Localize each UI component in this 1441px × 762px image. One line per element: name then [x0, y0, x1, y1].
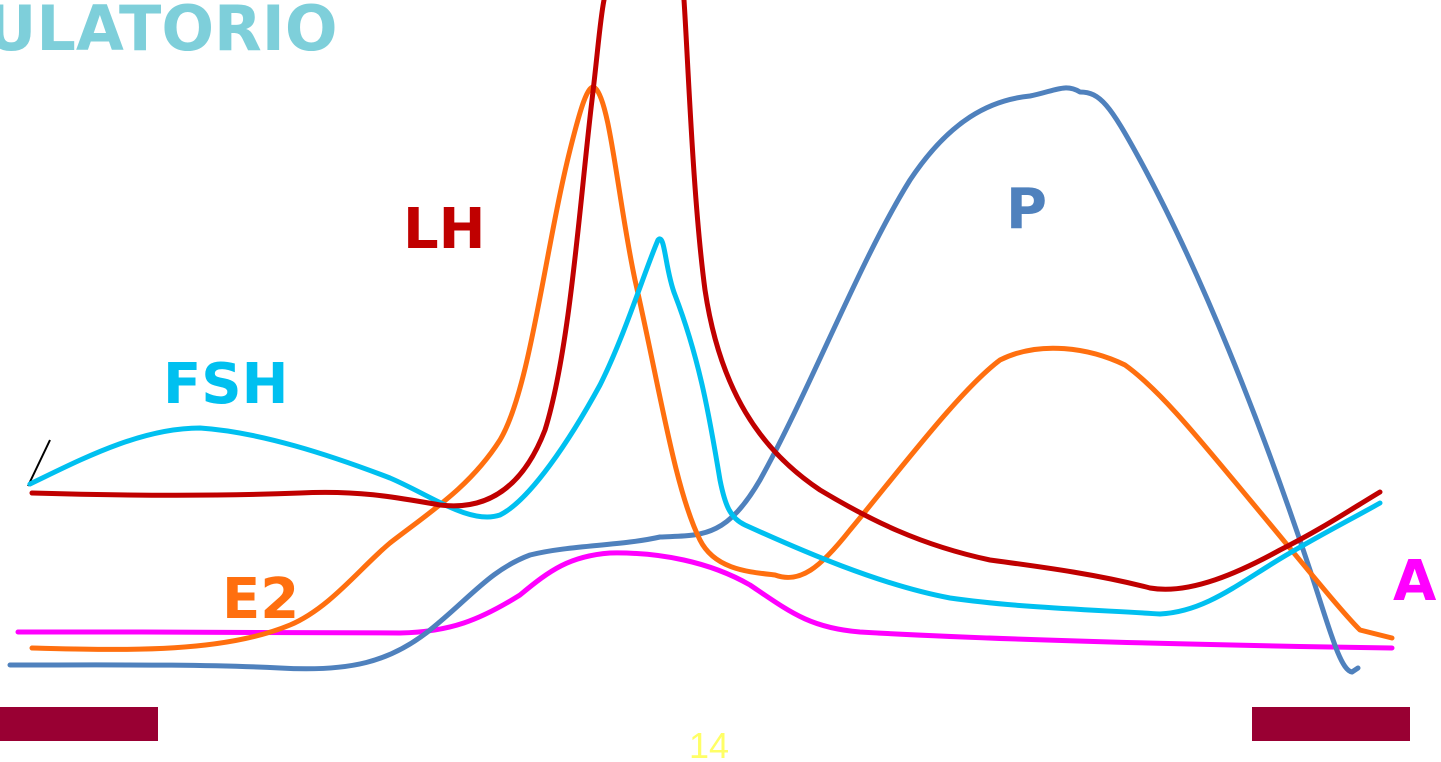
curve-lh [29, 0, 607, 509]
page-number: 14 [689, 725, 729, 762]
footer-bar-right [1252, 707, 1410, 741]
slide-title: ULATORIO [0, 0, 338, 65]
label-a: A [1393, 549, 1437, 614]
label-fsh: FSH [163, 352, 288, 417]
curve-fsh [27, 236, 1383, 617]
footer-bar-left [0, 707, 158, 741]
curve-a [15, 550, 1395, 651]
tick-mark [27, 439, 51, 487]
curve-p [7, 85, 1361, 675]
curve-e2 [29, 84, 1395, 652]
label-e2: E2 [222, 567, 299, 632]
label-lh: LH [403, 197, 486, 262]
label-p: P [1006, 177, 1047, 242]
curve-lh-descending [681, 0, 1383, 592]
